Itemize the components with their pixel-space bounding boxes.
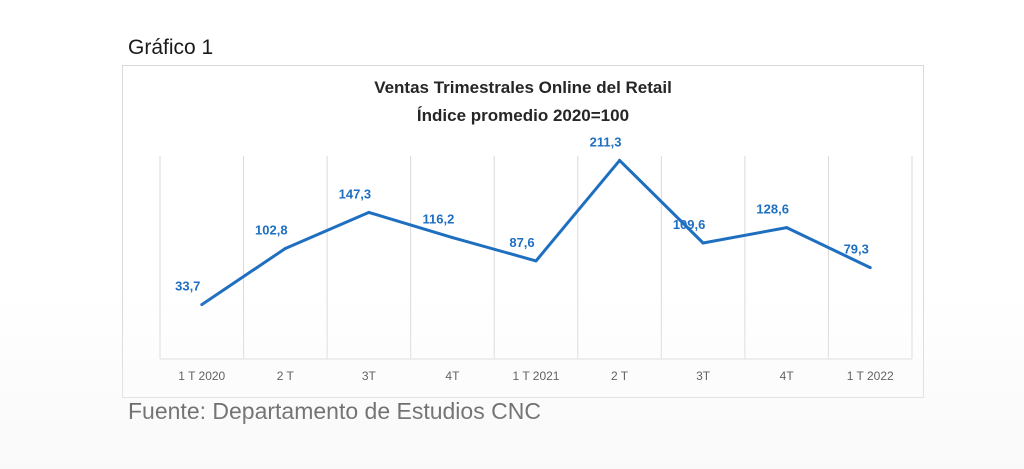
data-point <box>367 210 371 214</box>
data-point <box>200 303 204 307</box>
source-note: Fuente: Departamento de Estudios CNC <box>128 398 541 424</box>
data-label: 128,6 <box>756 202 789 217</box>
data-label: 211,3 <box>590 134 622 149</box>
x-tick-label: 2 T <box>611 369 629 383</box>
data-label: 87,6 <box>509 235 534 250</box>
chart-frame: Ventas Trimestrales Online del Retail Ín… <box>122 65 924 398</box>
x-tick-label: 1 T 2020 <box>178 369 225 383</box>
x-tick-label: 2 T <box>277 369 295 383</box>
chart-title: Ventas Trimestrales Online del Retail <box>374 78 672 97</box>
data-point <box>785 226 789 230</box>
x-tick-label: 3T <box>362 369 377 383</box>
series-line <box>200 158 871 306</box>
data-label: 79,3 <box>844 242 869 257</box>
x-tick-label: 1 T 2022 <box>847 369 894 383</box>
data-point <box>534 259 538 263</box>
x-tick-label: 4T <box>445 369 460 383</box>
data-point <box>283 247 287 251</box>
data-label: 109,6 <box>673 217 706 232</box>
data-label: 116,2 <box>423 212 455 227</box>
data-point <box>868 266 872 270</box>
x-tick-label: 3T <box>696 369 711 383</box>
data-label: 147,3 <box>339 186 372 201</box>
data-point <box>450 236 454 240</box>
x-tick-label: 1 T 2021 <box>513 369 560 383</box>
x-tick-label: 4T <box>780 369 795 383</box>
line-chart: 33,7 102,8 147,3 116,2 87,6 211,3 109,6 128,6 79… <box>159 134 913 383</box>
data-point <box>701 241 705 245</box>
data-label: 102,8 <box>255 223 288 238</box>
data-label: 33,7 <box>175 279 200 294</box>
data-point <box>618 158 622 162</box>
figure-caption: Gráfico 1 <box>128 36 214 59</box>
chart-subtitle: Índice promedio 2020=100 <box>416 106 630 125</box>
